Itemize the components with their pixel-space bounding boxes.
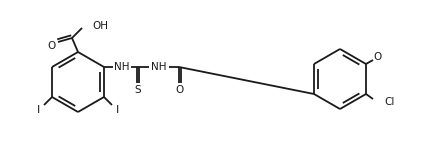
Text: Cl: Cl — [384, 97, 394, 107]
Text: S: S — [135, 85, 141, 95]
Text: O: O — [176, 85, 184, 95]
Text: O: O — [48, 41, 56, 51]
Text: I: I — [36, 105, 40, 115]
Text: I: I — [116, 105, 120, 115]
Text: OH: OH — [92, 21, 108, 31]
Text: NH: NH — [151, 62, 167, 72]
Text: NH: NH — [114, 62, 130, 72]
Text: O: O — [374, 52, 382, 62]
